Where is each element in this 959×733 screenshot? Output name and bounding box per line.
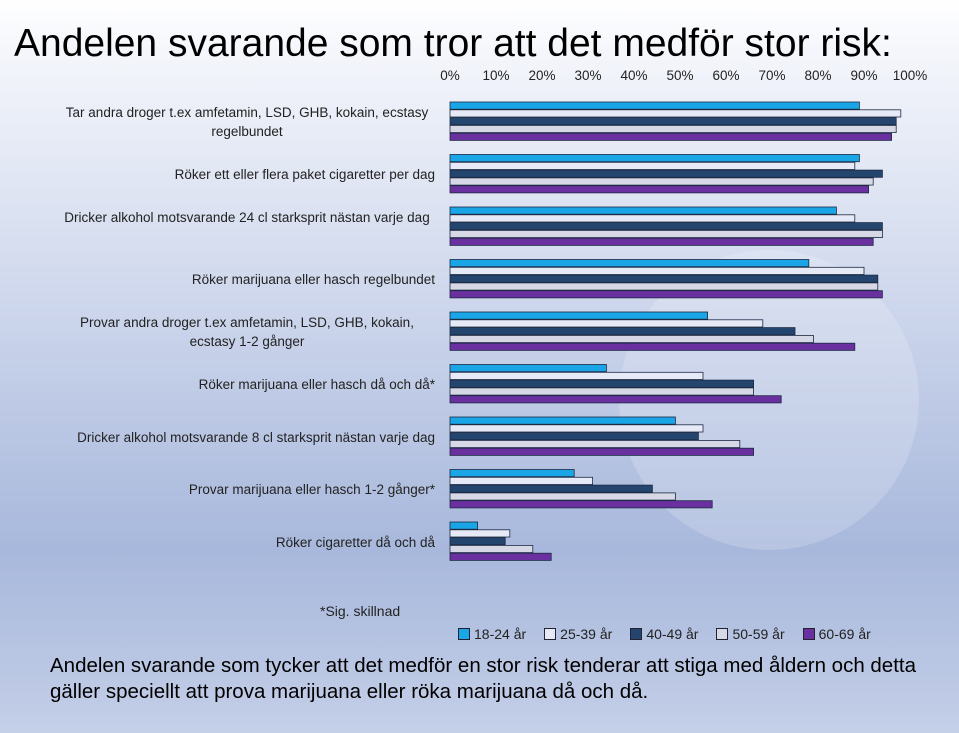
bar xyxy=(449,274,879,283)
category-label: Röker marijuana eller hasch då och då* xyxy=(198,377,435,392)
bar xyxy=(449,266,865,275)
bar xyxy=(449,327,796,336)
bar xyxy=(449,545,534,554)
category-label: Röker cigaretter då och då xyxy=(275,534,435,550)
category-label: Provar marijuana eller hasch 1-2 gånger* xyxy=(188,482,435,497)
legend-label: 50-59 år xyxy=(732,626,785,642)
category-label: Provar andra droger t.ex amfetamin, LSD,… xyxy=(80,314,414,349)
bar xyxy=(449,237,874,246)
legend-label: 18-24 år xyxy=(474,626,527,642)
x-tick-label: 40% xyxy=(620,68,647,83)
bar xyxy=(449,447,755,456)
bar xyxy=(449,500,713,509)
bar xyxy=(449,229,883,238)
bar xyxy=(449,214,856,223)
legend-swatch xyxy=(458,628,470,640)
legend-swatch xyxy=(716,628,729,640)
legend-item: 50-59 år xyxy=(716,626,785,642)
chart-legend: 18-24 år 25-39 år 40-49 år 50-59 år 60-69 år xyxy=(458,626,871,642)
x-tick-label: 60% xyxy=(712,68,739,83)
bar xyxy=(449,387,755,396)
x-tick-label: 70% xyxy=(758,68,785,83)
bar xyxy=(449,484,653,493)
footer-text: Andelen svarande som tycker att det medf… xyxy=(50,654,917,703)
x-tick-label: 100% xyxy=(893,68,928,83)
bar xyxy=(449,125,897,134)
bar xyxy=(449,132,893,141)
bar xyxy=(449,101,860,110)
bar xyxy=(449,161,856,170)
bar xyxy=(449,185,870,194)
category-label: Dricker alkohol motsvarande 24 cl starks… xyxy=(64,209,430,225)
bar xyxy=(449,311,709,320)
legend-label: 25-39 år xyxy=(560,626,613,642)
x-tick-label: 80% xyxy=(804,68,831,83)
bar xyxy=(449,416,676,425)
legend-swatch xyxy=(630,628,643,640)
x-tick-label: 30% xyxy=(574,68,601,83)
bar xyxy=(449,537,506,546)
bar xyxy=(449,379,755,388)
bar xyxy=(449,334,814,343)
category-label: Röker marijuana eller hasch regelbundet xyxy=(191,272,435,287)
x-tick-label: 90% xyxy=(850,68,877,83)
category-label: Röker ett eller flera paket cigaretter p… xyxy=(174,167,435,182)
bar xyxy=(449,469,575,478)
category-label: Tar andra droger t.ex amfetamin, LSD, GH… xyxy=(65,104,429,139)
significance-note: *Sig. skillnad xyxy=(320,603,401,619)
bar xyxy=(449,282,879,291)
bar xyxy=(449,259,810,268)
bar xyxy=(449,521,479,530)
x-tick-label: 0% xyxy=(440,68,460,83)
bar xyxy=(449,109,902,118)
bar xyxy=(449,169,883,178)
bar xyxy=(449,177,874,186)
x-tick-label: 20% xyxy=(528,68,555,83)
legend-label: 40-49 år xyxy=(646,626,699,642)
bar xyxy=(449,529,511,538)
legend-item: 18-24 år xyxy=(458,626,526,642)
bar xyxy=(449,342,856,351)
bar xyxy=(449,552,552,561)
legend-item: 25-39 år xyxy=(544,626,612,642)
bar xyxy=(449,395,782,404)
bar xyxy=(449,206,837,215)
bar xyxy=(449,371,704,380)
bar xyxy=(449,439,741,448)
bar xyxy=(449,364,607,373)
bar xyxy=(449,154,860,163)
legend-item: 40-49 år xyxy=(630,626,698,642)
bar xyxy=(449,222,883,231)
x-tick-label: 10% xyxy=(482,68,509,83)
bar xyxy=(449,290,883,299)
bar xyxy=(449,476,594,485)
bar xyxy=(449,492,676,501)
bar xyxy=(449,424,704,433)
bar-chart: 0% 10% 20% 30% 40% 50% 60% 70% 80% 90% 100% xyxy=(440,68,928,561)
category-label: Dricker alkohol motsvarande 8 cl starksp… xyxy=(77,429,435,445)
x-tick-label: 50% xyxy=(666,68,693,83)
bar xyxy=(449,319,764,328)
bar xyxy=(449,117,897,126)
legend-swatch xyxy=(802,628,815,640)
bar xyxy=(449,432,699,441)
page-title: Andelen svarande som tror att det medför… xyxy=(14,22,892,65)
legend-label: 60-69 år xyxy=(818,626,871,642)
legend-swatch xyxy=(544,628,557,640)
legend-item: 60-69 år xyxy=(802,626,871,642)
